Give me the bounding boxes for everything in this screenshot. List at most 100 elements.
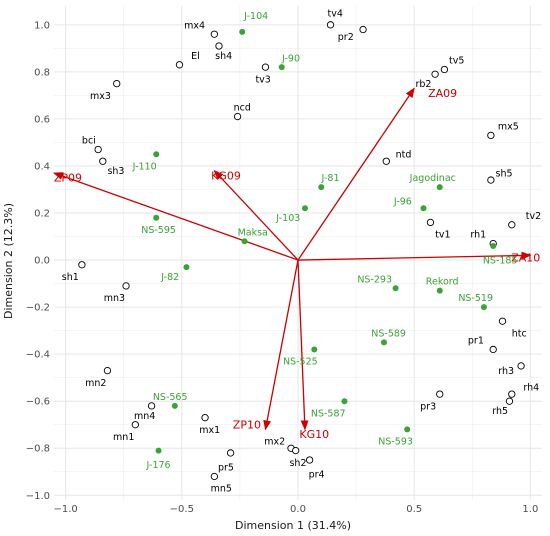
variable-point bbox=[210, 472, 218, 481]
genotype-label: J-176 bbox=[146, 460, 171, 471]
variable-label: sh4 bbox=[215, 51, 232, 62]
genotype-point bbox=[318, 184, 325, 191]
genotype-label: NS-293 bbox=[357, 274, 392, 285]
y-tick-label: −0.2 bbox=[26, 303, 50, 314]
variable-point bbox=[210, 30, 218, 38]
genotype-point bbox=[239, 28, 246, 35]
variable-label: pr5 bbox=[218, 463, 234, 474]
genotype-label: Maksa bbox=[238, 227, 268, 238]
variable-point bbox=[326, 21, 335, 29]
variable-label: mx2 bbox=[264, 437, 285, 448]
y-tick-label: −0.4 bbox=[26, 350, 50, 361]
y-tick-label: 0.0 bbox=[34, 256, 50, 267]
genotype-label: Jagodinac bbox=[409, 173, 456, 184]
variable-label: ncd bbox=[234, 103, 251, 114]
variable-label: mn1 bbox=[113, 432, 134, 443]
variable-label: tv1 bbox=[435, 230, 450, 241]
variable-point bbox=[131, 421, 139, 429]
genotype-label: J-110 bbox=[132, 161, 157, 172]
vector-arrow bbox=[53, 172, 299, 261]
y-axis-title: Dimension 2 (12.3%) bbox=[2, 203, 15, 319]
vector-arrow bbox=[263, 259, 299, 431]
genotype-label: J-96 bbox=[393, 197, 412, 208]
genotype-label: J-81 bbox=[321, 173, 340, 184]
vector-label: ZP10 bbox=[233, 419, 261, 432]
x-tick-label: −1.0 bbox=[53, 504, 77, 515]
genotype-point bbox=[490, 242, 497, 249]
genotype-point bbox=[380, 339, 387, 346]
variable-point bbox=[359, 25, 367, 34]
variable-label: pr1 bbox=[468, 336, 484, 347]
vector-label: ZA10 bbox=[511, 252, 540, 265]
vector-arrow bbox=[297, 87, 415, 261]
vector-label: ZP09 bbox=[54, 172, 82, 185]
y-tick-label: 0.8 bbox=[34, 67, 50, 78]
genotype-label: NS-595 bbox=[141, 225, 176, 236]
genotype-label: J-104 bbox=[243, 11, 268, 22]
vector-arrow bbox=[297, 260, 309, 431]
variable-point bbox=[215, 42, 223, 50]
variable-label: tv3 bbox=[255, 74, 270, 85]
vector-label: ZA09 bbox=[428, 87, 457, 100]
y-tick-label: 1.0 bbox=[34, 20, 50, 31]
variable-point bbox=[305, 456, 314, 464]
genotype-point bbox=[153, 214, 160, 221]
y-tick-label: 0.4 bbox=[34, 161, 50, 172]
variable-point bbox=[103, 366, 112, 375]
genotype-point bbox=[341, 398, 348, 405]
genotype-point bbox=[183, 264, 190, 271]
variable-label: rh1 bbox=[470, 230, 486, 241]
genotype-point bbox=[278, 64, 285, 71]
variable-label: sh2 bbox=[289, 458, 306, 469]
variable-label: rh4 bbox=[523, 383, 539, 394]
variable-point bbox=[489, 345, 497, 354]
y-tick-label: 0.2 bbox=[34, 209, 50, 220]
variable-label: mx5 bbox=[498, 121, 519, 132]
variable-point bbox=[99, 157, 107, 165]
variable-point bbox=[505, 397, 514, 405]
vector-arrow bbox=[297, 251, 532, 261]
variable-point bbox=[292, 446, 300, 455]
x-tick-label: 0.5 bbox=[406, 504, 422, 515]
y-tick-label: −0.6 bbox=[26, 397, 50, 408]
variable-label: mx4 bbox=[184, 20, 205, 31]
y-tick-label: −0.8 bbox=[26, 444, 50, 455]
variable-point bbox=[122, 282, 130, 290]
genotype-point bbox=[241, 238, 248, 245]
variable-label: bci bbox=[82, 136, 96, 147]
genotype-point bbox=[311, 346, 318, 353]
variable-point bbox=[147, 402, 156, 410]
genotype-point bbox=[153, 151, 160, 158]
variable-point bbox=[201, 414, 209, 422]
variable-point bbox=[517, 362, 525, 370]
variable-point bbox=[508, 221, 516, 229]
genotype-label: J-82 bbox=[160, 272, 179, 283]
genotype-label: J-90 bbox=[281, 53, 300, 64]
variable-label: mn2 bbox=[85, 378, 106, 389]
genotype-point bbox=[436, 287, 443, 294]
variable-label: pr2 bbox=[338, 32, 354, 43]
variable-point bbox=[226, 449, 235, 457]
genotype-point bbox=[171, 402, 178, 409]
variable-label: rh3 bbox=[498, 366, 514, 377]
variable-points bbox=[78, 21, 525, 481]
genotype-label: NS-587 bbox=[311, 408, 346, 419]
genotype-point bbox=[392, 285, 399, 292]
genotype-label: NS-525 bbox=[283, 357, 318, 368]
variable-label: ntd bbox=[396, 150, 412, 161]
genotype-label: NS-519 bbox=[458, 293, 493, 304]
variable-label: mx1 bbox=[199, 425, 220, 436]
genotype-label: NS-589 bbox=[371, 328, 406, 339]
vector-label: KG10 bbox=[299, 428, 329, 441]
variable-label: mn5 bbox=[211, 484, 232, 495]
variable-point bbox=[233, 112, 242, 121]
variable-label: El bbox=[191, 51, 200, 62]
variable-point bbox=[261, 63, 270, 71]
genotype-point bbox=[301, 205, 308, 212]
genotype-points bbox=[153, 28, 497, 454]
variable-label: pr4 bbox=[309, 470, 325, 481]
vector-label: KG09 bbox=[211, 169, 241, 182]
variable-label: rb2 bbox=[415, 79, 431, 90]
variable-point bbox=[508, 390, 516, 398]
genotype-label: NS-593 bbox=[378, 437, 413, 448]
